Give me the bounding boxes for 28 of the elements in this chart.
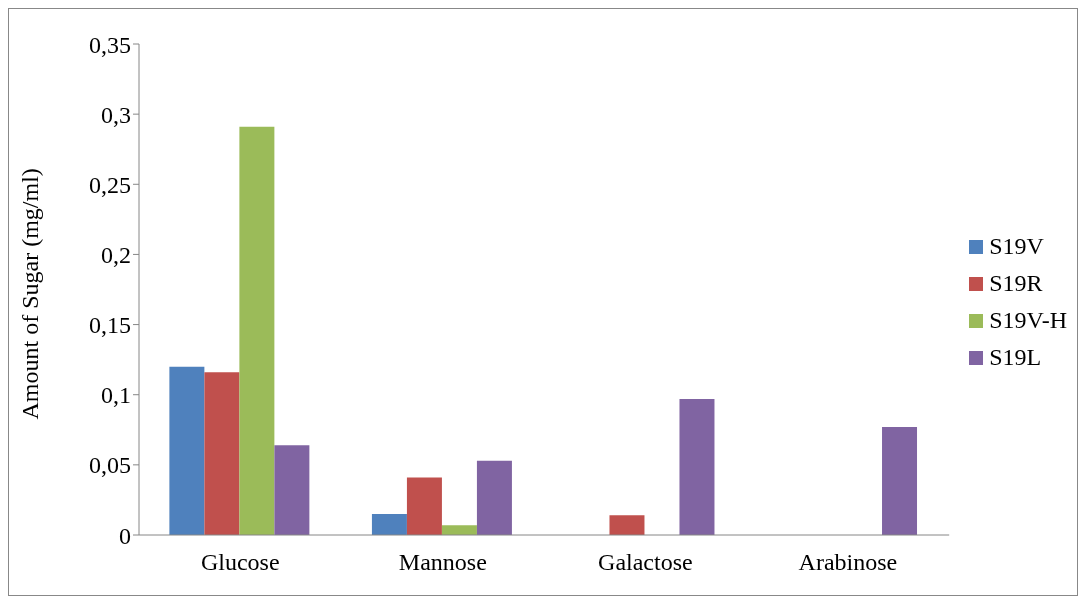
- bar: [406, 477, 442, 535]
- bar: [169, 366, 205, 535]
- bar: [679, 398, 715, 535]
- legend-label: S19L: [989, 344, 1042, 371]
- y-tick-label: 0,25: [89, 171, 131, 198]
- x-tick-label: Galactose: [598, 549, 693, 576]
- legend-label: S19V: [989, 233, 1044, 260]
- bar: [609, 515, 645, 535]
- y-axis-title: Amount of Sugar (mg/ml): [16, 168, 43, 420]
- bar: [441, 525, 477, 535]
- x-tick-label: Mannose: [398, 549, 487, 576]
- bar: [239, 126, 275, 535]
- legend-label: S19V-H: [989, 307, 1067, 334]
- y-tick-label: 0,15: [89, 312, 131, 339]
- y-tick-label: 0,3: [101, 101, 131, 128]
- legend-label: S19R: [989, 270, 1043, 297]
- bar: [476, 460, 512, 535]
- x-tick-label: Glucose: [200, 549, 280, 576]
- y-tick-label: 0,1: [101, 382, 131, 409]
- y-tick-label: 0,2: [101, 241, 131, 268]
- y-tick-label: 0,35: [89, 31, 131, 58]
- bar: [371, 513, 407, 535]
- y-tick-label: 0: [119, 522, 131, 549]
- bar: [274, 445, 310, 535]
- y-tick-label: 0,05: [89, 452, 131, 479]
- bar: [204, 372, 240, 535]
- x-tick-label: Arabinose: [798, 549, 898, 576]
- bar: [882, 426, 918, 535]
